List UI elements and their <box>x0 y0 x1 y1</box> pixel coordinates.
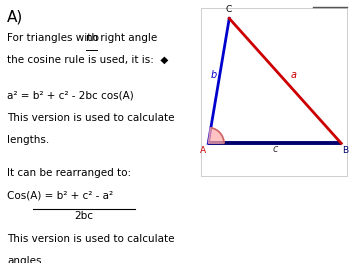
Text: A): A) <box>7 9 23 24</box>
Text: For triangles with: For triangles with <box>7 33 101 43</box>
Text: angles.: angles. <box>7 256 45 263</box>
Text: 2bc: 2bc <box>75 211 93 221</box>
Text: c: c <box>272 144 278 154</box>
Text: This version is used to calculate: This version is used to calculate <box>7 113 175 123</box>
Text: no: no <box>86 33 99 43</box>
Text: a² = b² + c² - 2bc cos(A): a² = b² + c² - 2bc cos(A) <box>7 91 134 101</box>
Text: B: B <box>342 146 348 155</box>
Text: C: C <box>226 6 232 14</box>
Text: right angle: right angle <box>97 33 158 43</box>
Text: lengths.: lengths. <box>7 135 49 145</box>
Text: This version is used to calculate: This version is used to calculate <box>7 234 175 244</box>
Text: a: a <box>290 70 296 80</box>
Text: A: A <box>199 146 206 155</box>
Text: It can be rearranged to:: It can be rearranged to: <box>7 168 131 178</box>
Text: b: b <box>210 70 217 80</box>
Bar <box>201 8 346 176</box>
Text: Cos(A) = b² + c² - a²: Cos(A) = b² + c² - a² <box>7 191 113 201</box>
Text: the cosine rule is used, it is:  ◆: the cosine rule is used, it is: ◆ <box>7 55 168 65</box>
Polygon shape <box>208 128 224 143</box>
